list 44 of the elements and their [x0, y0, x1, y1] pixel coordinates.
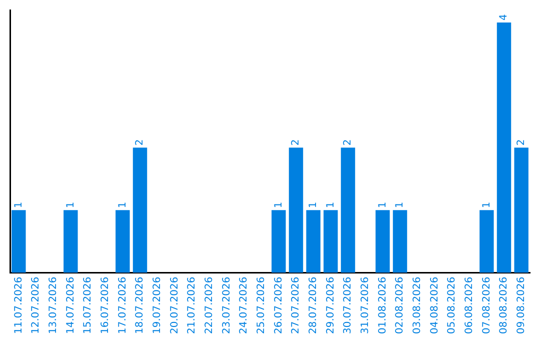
x-tick-label: 16.07.2026: [100, 276, 111, 334]
x-tick-label: 22.07.2026: [204, 276, 215, 334]
x-tick-label: 27.07.2026: [290, 276, 302, 334]
x-tick-label: 14.07.2026: [65, 276, 76, 334]
data-label: 1: [13, 202, 24, 208]
x-tick-label: 31.07.2026: [360, 276, 371, 334]
data-label: 1: [377, 202, 388, 208]
x-tick-label: 05.08.2026: [446, 276, 458, 334]
x-tick-label: 18.07.2026: [134, 276, 146, 334]
x-tick-label: 20.07.2026: [169, 276, 180, 334]
x-tick-label: 02.08.2026: [394, 276, 406, 334]
data-label: 1: [65, 202, 76, 208]
x-tick-label: 13.07.2026: [48, 276, 59, 334]
x-tick-label: 26.07.2026: [273, 276, 284, 334]
x-tick-label: 11.07.2026: [13, 276, 24, 334]
x-tick-label: 15.07.2026: [82, 276, 94, 334]
x-tick-label: 21.07.2026: [186, 276, 198, 334]
data-label: 2: [290, 139, 302, 146]
x-tick-label: 25.07.2026: [256, 276, 267, 334]
x-tick-label: 09.08.2026: [516, 276, 527, 334]
x-tick-label: 23.07.2026: [221, 276, 232, 334]
data-label: 2: [134, 139, 146, 146]
data-label: 1: [481, 202, 492, 208]
x-tick-label: 30.07.2026: [342, 276, 354, 334]
x-tick-label: 07.08.2026: [481, 276, 492, 334]
data-label: 1: [117, 202, 128, 208]
data-label: 1: [273, 202, 284, 208]
x-tick-label: 12.07.2026: [30, 276, 42, 334]
data-label: 2: [516, 139, 527, 146]
data-label: 1: [308, 202, 319, 208]
x-tick-label: 08.08.2026: [498, 276, 510, 334]
x-tick-label: 24.07.2026: [238, 276, 250, 334]
data-label: 4: [498, 14, 510, 21]
x-tick-label: 06.08.2026: [464, 276, 475, 334]
data-label: 2: [342, 139, 354, 146]
data-label: 1: [325, 202, 336, 208]
x-tick-label: 04.08.2026: [429, 276, 440, 334]
x-tick-label: 17.07.2026: [117, 276, 128, 334]
x-tick-label: 03.08.2026: [412, 276, 423, 334]
x-tick-label: 19.07.2026: [152, 276, 163, 334]
x-tick-label: 28.07.2026: [308, 276, 319, 334]
data-label: 1: [394, 202, 406, 208]
x-tick-label: 01.08.2026: [377, 276, 388, 334]
x-tick-label: 29.07.2026: [325, 276, 336, 334]
